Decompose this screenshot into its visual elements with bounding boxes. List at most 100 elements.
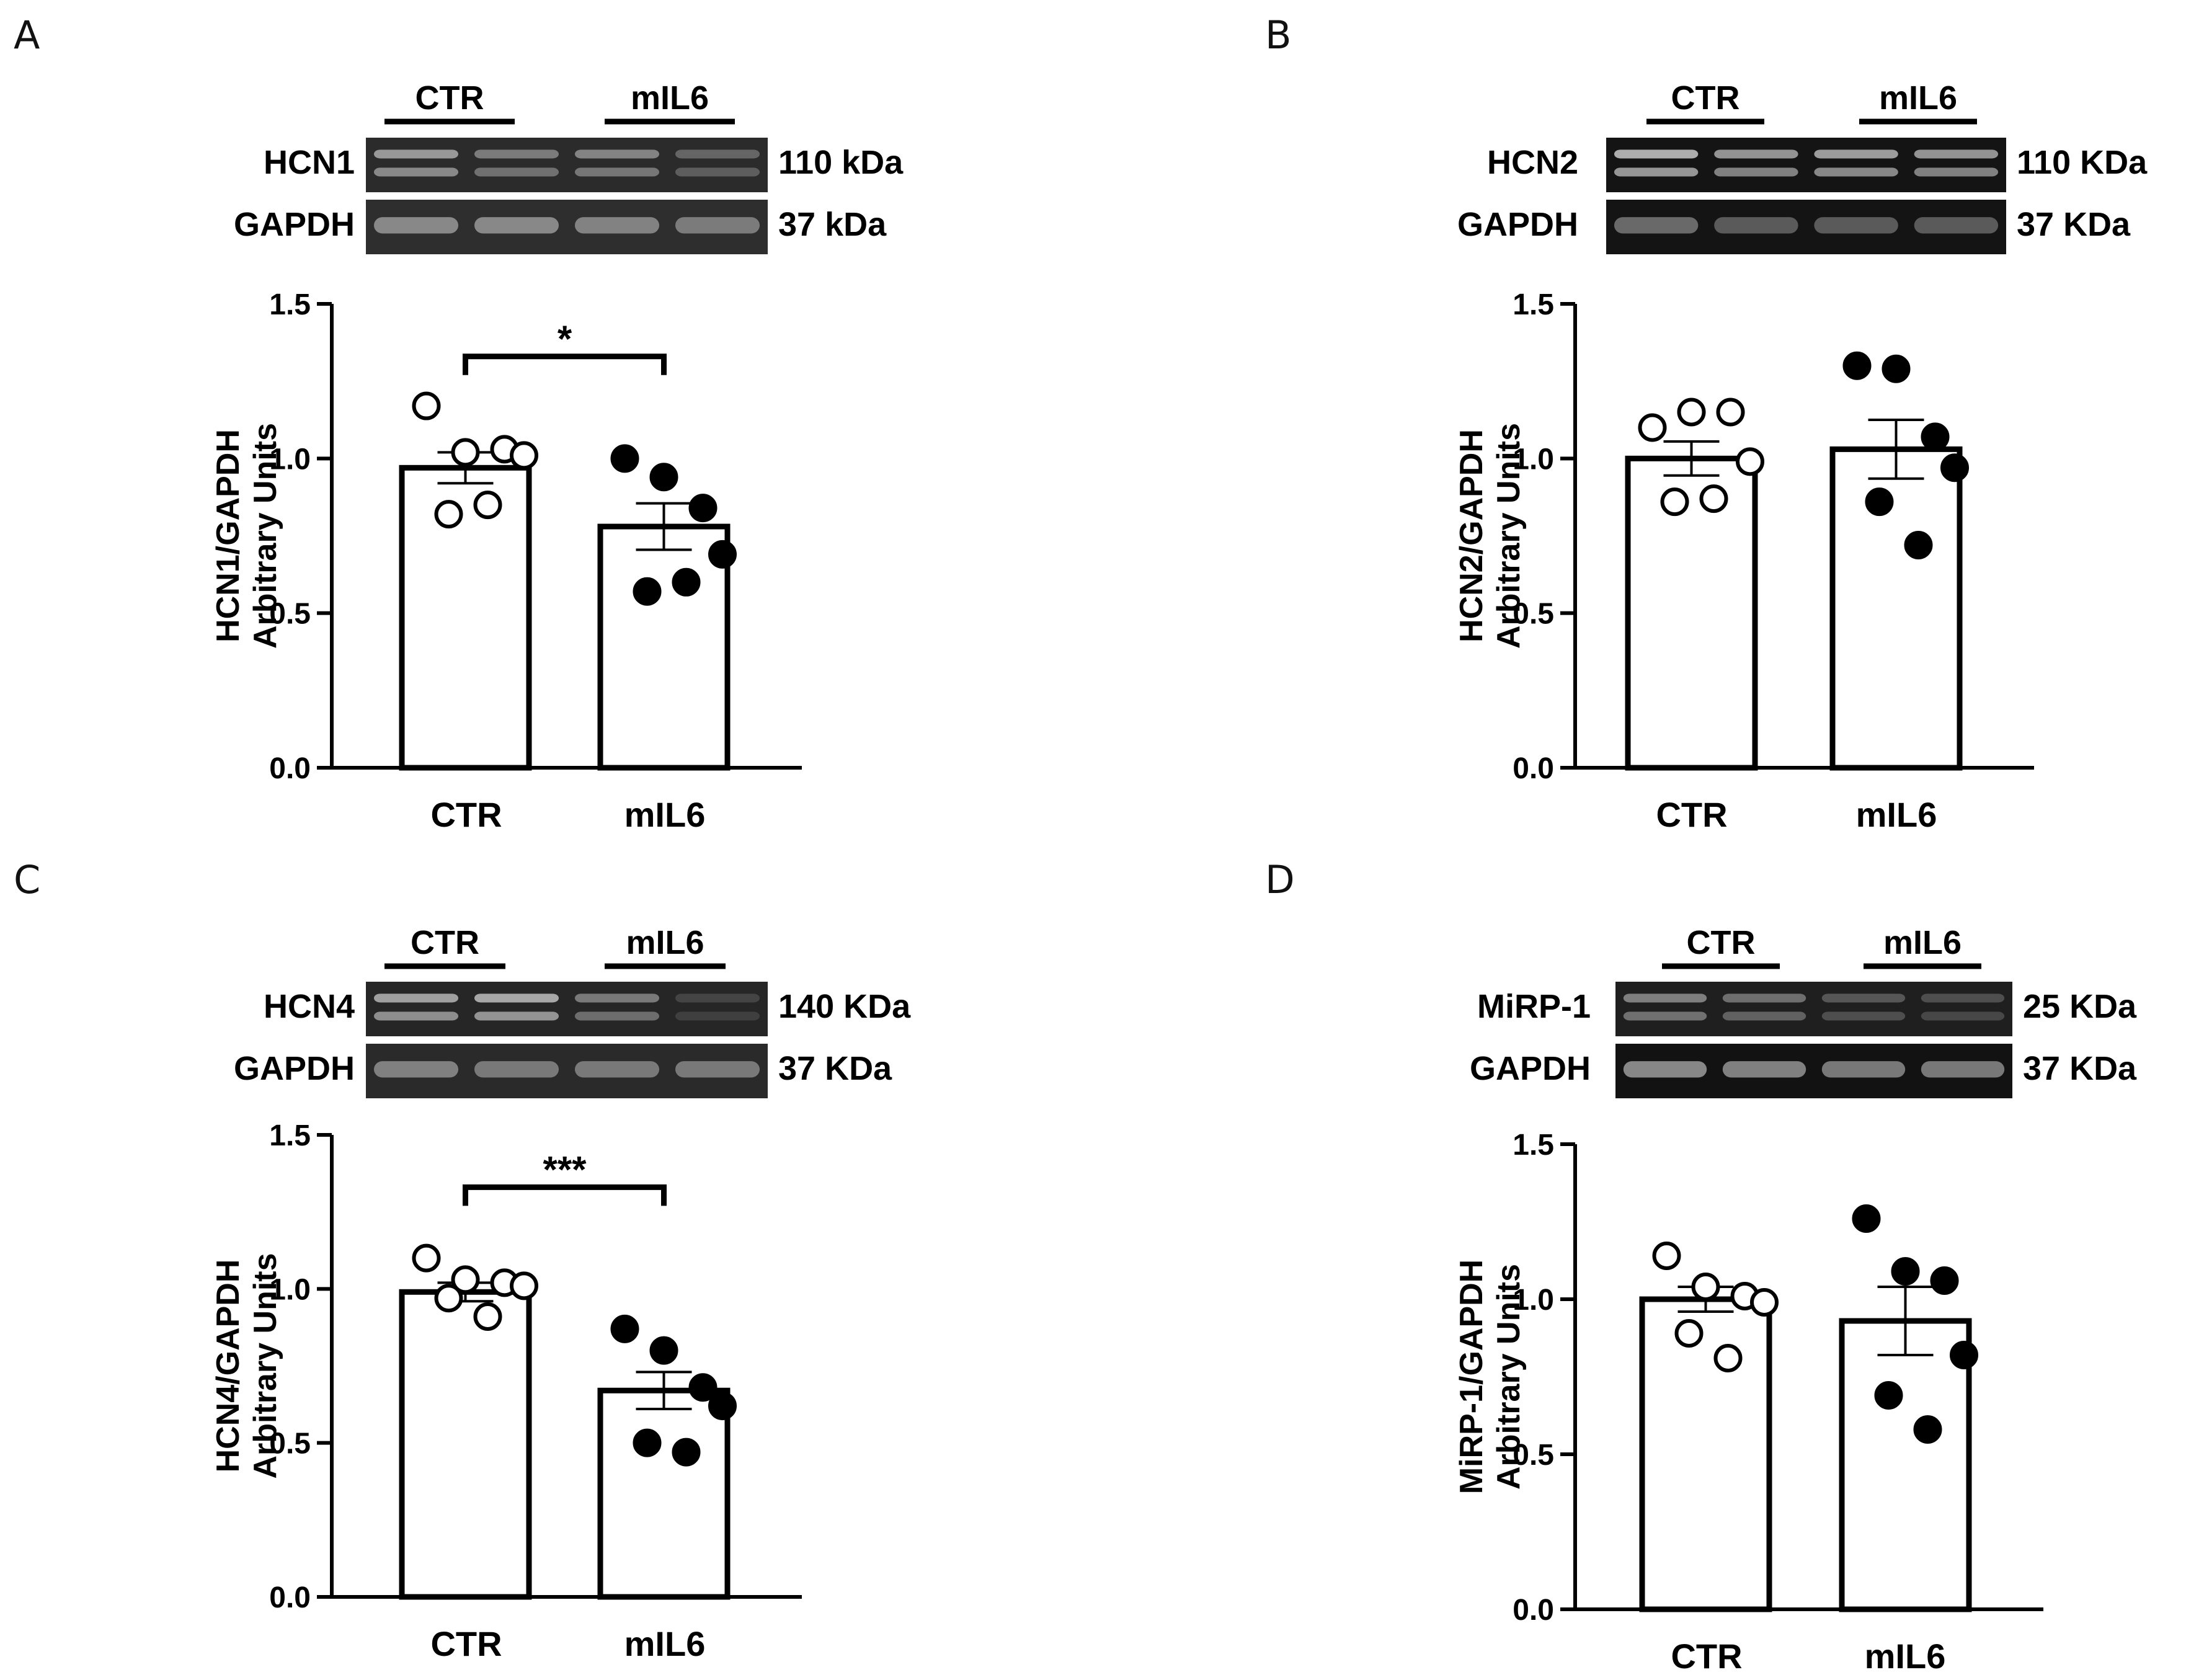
data-point-ctr: [434, 500, 463, 529]
y-tick-label: 0.5: [269, 1428, 311, 1460]
y-tick-label: 0.0: [269, 1581, 311, 1614]
data-point-ctr: [510, 441, 538, 470]
data-point-mil6: [688, 1373, 718, 1402]
blot-band: [574, 217, 660, 234]
data-point-mil6: [1891, 1257, 1920, 1286]
blot-mw-label: 140 KDa: [778, 988, 911, 1025]
blot-group-label: CTR: [1687, 924, 1756, 961]
data-point-mil6: [1865, 487, 1894, 517]
data-point-ctr: [1638, 413, 1667, 442]
blot-band: [1814, 149, 1898, 159]
y-tick-label: 0.5: [269, 598, 311, 631]
blot-band: [1614, 149, 1699, 159]
significance-bracket: [463, 1184, 667, 1206]
data-point-ctr: [1750, 1288, 1779, 1317]
data-point-ctr: [1691, 1273, 1720, 1301]
data-point-mil6: [1913, 1415, 1942, 1444]
blot-strip: [366, 982, 768, 1036]
data-point-mil6: [1842, 351, 1872, 380]
blot-group-label: CTR: [411, 924, 479, 961]
blot-group-label: mIL6: [626, 924, 704, 961]
data-point-ctr: [1660, 487, 1689, 517]
blot-band: [1921, 1061, 2005, 1078]
data-point-mil6: [672, 1438, 701, 1467]
blot-band: [675, 993, 760, 1003]
data-point-mil6: [672, 567, 701, 597]
data-point-mil6: [1852, 1204, 1881, 1233]
panel-a: A CTR mIL6 HCN1 110 kDa GAPDH 37 kDa 0.0 0.5 1.0 1…: [14, 12, 904, 834]
data-point-mil6: [1940, 453, 1969, 482]
blot-band: [675, 1011, 760, 1021]
blot-band: [1623, 1061, 1707, 1078]
blot-band: [1614, 217, 1699, 234]
x-category-label: mIL6: [1865, 1637, 1946, 1676]
x-category-label: CTR: [1656, 795, 1727, 834]
y-axis-label: MiRP-1/GAPDHArbitrary Units: [1454, 1260, 1527, 1494]
data-point-ctr: [1652, 1242, 1681, 1270]
y-axis-label-line: MiRP-1/GAPDH: [1454, 1260, 1490, 1494]
y-axis-label: HCN4/GAPDHArbitrary Units: [210, 1253, 283, 1478]
blot-band: [675, 149, 760, 159]
blot-mw-label: 25 KDa: [2023, 988, 2137, 1025]
blot-band: [1714, 149, 1798, 159]
blot-band: [574, 149, 660, 159]
blot-band: [1914, 167, 1999, 177]
panel-letter: B: [1265, 12, 1292, 58]
blot-protein-label: HCN2: [1487, 144, 1578, 181]
y-tick-label: 0.5: [1513, 598, 1554, 631]
panel-c: C CTR mIL6 HCN4 140 KDa GAPDH 37 KDa 0.0 0.5 1.0 1…: [14, 857, 911, 1663]
y-axis-label-line: Arbitrary Units: [1491, 423, 1527, 649]
blot-band: [373, 149, 459, 159]
blot-band: [574, 1061, 660, 1078]
blot-mw-label: 37 kDa: [778, 206, 887, 243]
blot-mw-label: 110 KDa: [2017, 144, 2148, 181]
y-tick-label: 0.0: [1513, 752, 1554, 785]
data-point-ctr: [412, 391, 441, 420]
data-point-ctr: [1699, 484, 1728, 513]
blot-protein-label: HCN1: [264, 144, 355, 181]
bar-mil6: [1829, 446, 1963, 771]
blot-band: [373, 993, 459, 1003]
data-point-mil6: [1904, 530, 1933, 559]
data-point-mil6: [1882, 354, 1911, 383]
data-point-ctr: [1716, 398, 1745, 427]
data-point-ctr: [434, 1284, 463, 1313]
y-tick-label: 1.0: [1513, 1284, 1554, 1317]
blot-band: [373, 217, 459, 234]
data-point-mil6: [1921, 422, 1950, 451]
blot-band: [574, 1011, 660, 1021]
blot-band: [1623, 993, 1707, 1003]
blot-band: [675, 217, 760, 234]
bar-mil6: [1839, 1318, 1972, 1612]
blot-mw-label: 37 KDa: [778, 1050, 892, 1087]
panel-letter: D: [1265, 857, 1295, 902]
y-tick-label: 1.5: [1513, 1129, 1554, 1162]
blot-band: [1821, 1011, 1906, 1021]
bar-ctr: [1639, 1296, 1772, 1612]
blot-group-label: CTR: [415, 79, 484, 117]
blot-band: [1722, 1061, 1806, 1078]
blot-band: [574, 167, 660, 177]
data-point-mil6: [1874, 1381, 1903, 1410]
blot-band: [675, 167, 760, 177]
data-point-ctr: [1736, 447, 1764, 476]
blot-group-label: CTR: [1671, 79, 1740, 117]
blot-band: [1821, 1061, 1906, 1078]
blot-protein-label: GAPDH: [1457, 206, 1578, 243]
data-point-ctr: [1677, 398, 1706, 427]
y-tick-label: 0.5: [1513, 1439, 1554, 1472]
y-axis-label: HCN1/GAPDHArbitrary Units: [210, 423, 283, 649]
blot-band: [1722, 1011, 1806, 1021]
y-tick-label: 1.0: [269, 443, 311, 476]
data-point-ctr: [451, 1265, 480, 1294]
significance-label: *: [558, 318, 572, 360]
blot-band: [474, 167, 559, 177]
bar-mil6: [597, 523, 731, 771]
data-point-ctr: [1713, 1344, 1743, 1372]
data-point-mil6: [708, 1392, 737, 1421]
blot-band: [474, 1011, 559, 1021]
blot-strip: [1615, 982, 2012, 1036]
blot-band: [1914, 149, 1999, 159]
x-category-label: CTR: [430, 795, 502, 834]
panel-letter: C: [14, 857, 40, 902]
